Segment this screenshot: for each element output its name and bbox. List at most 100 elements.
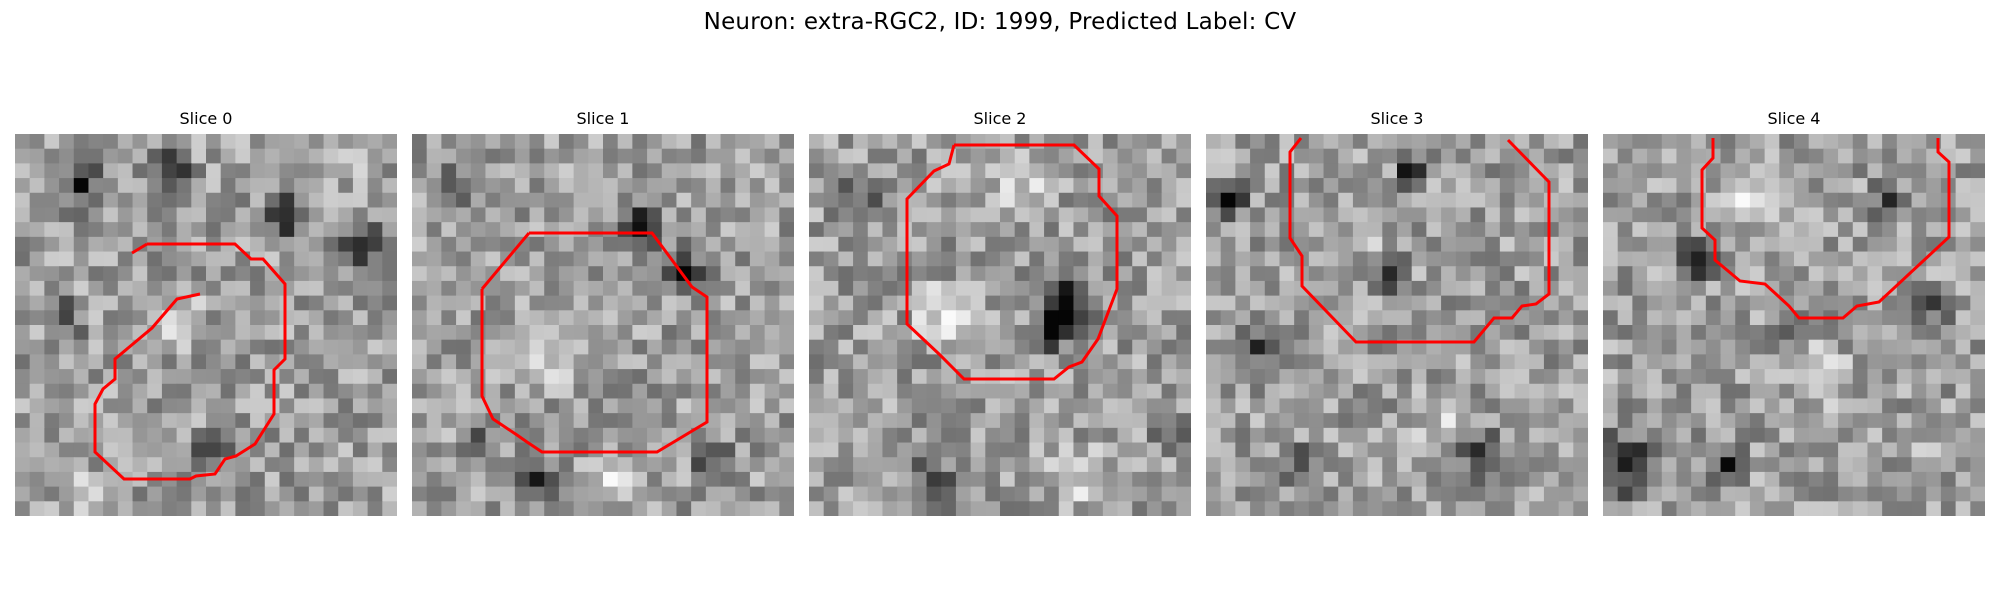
pixel — [1764, 369, 1780, 385]
pixel — [1132, 280, 1148, 297]
pixel — [1176, 222, 1191, 238]
pixel — [117, 427, 134, 444]
pixel — [779, 398, 794, 414]
pixel — [529, 457, 545, 473]
pixel — [1823, 148, 1839, 164]
pixel — [1411, 486, 1427, 502]
pixel — [1250, 486, 1266, 502]
pixel — [29, 442, 45, 458]
pixel — [853, 295, 869, 311]
pixel — [1926, 427, 1942, 444]
pixel — [15, 501, 31, 516]
pixel — [1382, 280, 1398, 297]
pixel — [191, 369, 207, 385]
pixel — [573, 486, 589, 502]
pixel — [1617, 280, 1633, 297]
pixel — [926, 295, 942, 311]
pixel — [867, 134, 884, 150]
pixel — [338, 178, 354, 194]
pixel — [132, 457, 148, 473]
pixel — [661, 383, 678, 400]
pixel — [955, 354, 972, 370]
pixel — [1352, 339, 1369, 355]
pixel — [1117, 369, 1133, 385]
pixel — [1029, 457, 1045, 473]
pixel — [235, 486, 251, 502]
pixel — [1955, 266, 1971, 282]
pixel — [235, 148, 251, 164]
pixel — [1735, 354, 1751, 370]
pixel — [1720, 471, 1736, 488]
pixel — [1161, 398, 1177, 414]
pixel — [279, 325, 295, 341]
pixel — [1485, 192, 1501, 209]
pixel — [279, 398, 295, 414]
pixel — [235, 325, 251, 341]
pixel — [838, 398, 854, 414]
pixel — [1161, 486, 1177, 502]
pixel — [1352, 413, 1369, 429]
pixel — [1823, 280, 1839, 297]
pixel — [1705, 427, 1722, 444]
pixel — [588, 457, 604, 473]
pixel — [1352, 163, 1369, 179]
pixel — [867, 413, 884, 429]
pixel — [220, 222, 236, 238]
pixel — [441, 222, 457, 238]
pixel — [720, 383, 736, 400]
pixel — [573, 310, 589, 326]
pixel — [970, 486, 986, 502]
pixel — [823, 501, 839, 516]
pixel — [1867, 354, 1883, 370]
pixel — [1852, 163, 1869, 179]
pixel — [132, 442, 148, 458]
pixel — [1441, 192, 1457, 209]
pixel — [1543, 163, 1560, 179]
pixel — [1029, 383, 1045, 400]
pixel — [1161, 207, 1177, 223]
pixel — [1132, 501, 1148, 516]
pixel — [558, 427, 575, 444]
pixel — [1911, 207, 1927, 223]
pixel — [279, 354, 295, 370]
pixel — [1852, 251, 1869, 267]
pixel — [911, 383, 928, 400]
pixel — [1911, 178, 1927, 194]
pixel — [132, 236, 148, 253]
pixel — [573, 280, 589, 297]
pixel — [1470, 339, 1486, 355]
pixel — [117, 501, 134, 516]
pixel — [1323, 442, 1339, 458]
pixel — [809, 148, 825, 164]
pixel — [1808, 148, 1824, 164]
pixel — [1382, 486, 1398, 502]
pixel — [661, 148, 678, 164]
pixel — [1838, 501, 1854, 516]
pixel — [382, 295, 397, 311]
pixel — [603, 251, 619, 267]
pixel — [573, 442, 589, 458]
pixel — [1102, 471, 1119, 488]
pixel — [338, 163, 354, 179]
pixel — [1441, 148, 1457, 164]
pixel — [220, 501, 236, 516]
pixel — [1073, 192, 1089, 209]
pixel — [647, 163, 663, 179]
pixel — [544, 457, 560, 473]
pixel — [485, 295, 501, 311]
pixel — [1485, 501, 1501, 516]
pixel — [1308, 134, 1325, 150]
pixel — [1779, 251, 1795, 267]
pixel — [59, 236, 75, 253]
pixel — [15, 310, 31, 326]
pixel — [985, 163, 1001, 179]
pixel — [264, 427, 281, 444]
pixel — [1852, 266, 1869, 282]
pixel — [1352, 178, 1369, 194]
pixel — [882, 486, 898, 502]
pixel — [191, 222, 207, 238]
pixel — [1573, 207, 1588, 223]
pixel — [338, 501, 354, 516]
pixel — [603, 486, 619, 502]
pixel — [1896, 339, 1913, 355]
